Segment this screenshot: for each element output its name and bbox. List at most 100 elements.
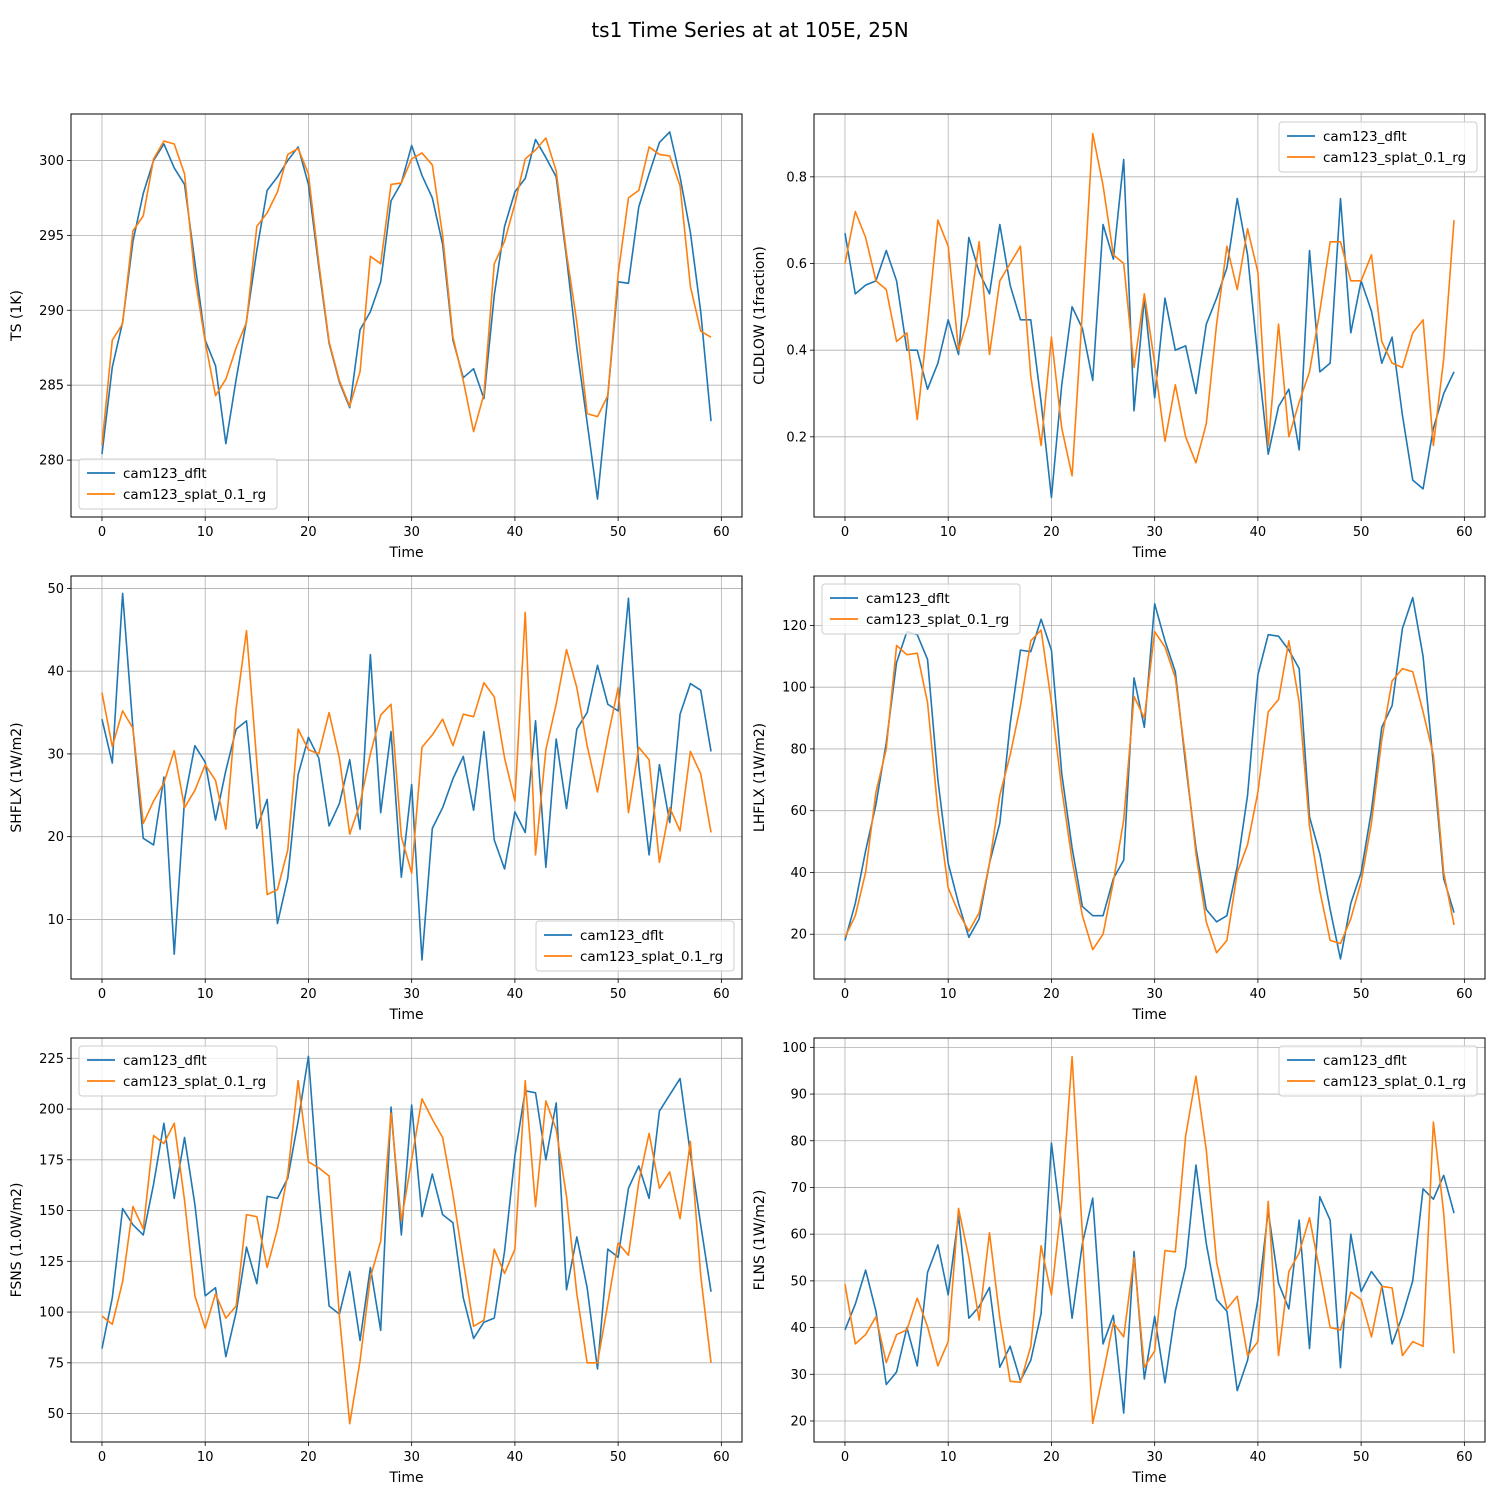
x-tick-label: 10 <box>197 987 214 1002</box>
x-axis-label: Time <box>388 545 423 561</box>
y-tick-label: 50 <box>47 1407 64 1422</box>
x-tick-label: 20 <box>1043 525 1060 540</box>
x-tick-label: 50 <box>1353 525 1370 540</box>
x-tick-label: 40 <box>1250 987 1267 1002</box>
x-tick-label: 10 <box>197 1450 214 1465</box>
x-tick-label: 30 <box>1146 987 1163 1002</box>
legend: cam123_dflt cam123_splat_0.1_rg <box>1278 1045 1478 1097</box>
x-tick-label: 10 <box>197 525 214 540</box>
x-tick-label: 60 <box>1456 1450 1473 1465</box>
legend-box <box>78 1045 278 1097</box>
series-line-cam123-splat <box>844 1055 1455 1425</box>
axes-frame <box>70 575 743 980</box>
x-tick-label: 20 <box>1043 1450 1060 1465</box>
x-tick-label: 10 <box>940 525 957 540</box>
axes-frame <box>813 575 1486 980</box>
legend: cam123_dflt cam123_splat_0.1_rg <box>535 920 735 972</box>
y-tick-label: 75 <box>47 1356 64 1371</box>
x-tick-label: 20 <box>1043 987 1060 1002</box>
y-tick-label: 30 <box>790 1368 807 1383</box>
y-tick-label: 125 <box>39 1255 64 1270</box>
y-tick-label: 50 <box>790 1274 807 1289</box>
y-tick-label: 225 <box>39 1052 64 1067</box>
y-axis-label: SHFLX (1W/m2) <box>9 722 25 832</box>
x-tick-label: 0 <box>841 987 849 1002</box>
x-axis-label: Time <box>388 1007 423 1023</box>
subplot-1: 0 10 20 30 40 50 60 280 285 290 295 300 Time TS (1K) c… <box>9 113 743 561</box>
x-tick-label: 50 <box>1353 987 1370 1002</box>
figure-title: ts1 Time Series at at 105E, 25N <box>591 18 908 42</box>
x-tick-label: 50 <box>610 1450 627 1465</box>
y-tick-label: 40 <box>790 1321 807 1336</box>
y-tick-label: 295 <box>39 229 64 244</box>
y-tick-label: 100 <box>782 681 807 696</box>
x-tick-label: 60 <box>1456 525 1473 540</box>
y-tick-label: 70 <box>790 1181 807 1196</box>
y-axis-label: CLDLOW (1fraction) <box>752 246 768 385</box>
y-tick-label: 200 <box>39 1103 64 1118</box>
y-tick-label: 30 <box>47 747 64 762</box>
legend-entry: cam123_splat_0.1_rg <box>866 612 1009 628</box>
x-tick-label: 30 <box>1146 525 1163 540</box>
y-tick-label: 80 <box>790 742 807 757</box>
x-tick-label: 20 <box>300 1450 317 1465</box>
y-tick-label: 0.8 <box>786 170 807 185</box>
axes-frame <box>70 113 743 518</box>
axes-frame <box>813 113 1486 518</box>
y-axis-label: TS (1K) <box>9 290 25 342</box>
legend: cam123_dflt cam123_splat_0.1_rg <box>1278 121 1478 173</box>
y-tick-label: 175 <box>39 1153 64 1168</box>
series-line-cam123-splat <box>844 132 1455 477</box>
y-axis-label: FSNS (1.0W/m2) <box>9 1183 25 1298</box>
legend-entry: cam123_splat_0.1_rg <box>123 1074 266 1090</box>
y-tick-label: 90 <box>790 1088 807 1103</box>
axes-frame <box>70 1037 743 1443</box>
subplot-6: 0 10 20 30 40 50 60 20 30 40 50 60 70 80 90 100 Time FLNS… <box>752 1037 1486 1486</box>
y-axis-label: LHFLX (1W/m2) <box>752 723 768 832</box>
x-tick-label: 40 <box>1250 525 1267 540</box>
x-tick-label: 30 <box>1146 1450 1163 1465</box>
x-tick-label: 60 <box>713 987 730 1002</box>
y-tick-label: 20 <box>790 1414 807 1429</box>
x-tick-label: 50 <box>610 987 627 1002</box>
legend-entry: cam123_dflt <box>123 1053 207 1069</box>
series-line-cam123-dflt <box>101 592 712 961</box>
legend-entry: cam123_splat_0.1_rg <box>123 487 266 503</box>
series-line-cam123-splat <box>101 611 712 896</box>
legend-entry: cam123_dflt <box>866 591 950 607</box>
legend-box <box>1278 1045 1478 1097</box>
axes-frame <box>813 1037 1486 1443</box>
y-tick-label: 0.2 <box>786 430 807 445</box>
y-tick-label: 0.4 <box>786 344 807 359</box>
legend-entry: cam123_splat_0.1_rg <box>1323 150 1466 166</box>
x-tick-label: 40 <box>507 1450 524 1465</box>
legend-entry: cam123_dflt <box>123 466 207 482</box>
legend-entry: cam123_splat_0.1_rg <box>580 949 723 965</box>
x-tick-label: 40 <box>507 987 524 1002</box>
y-tick-label: 100 <box>782 1041 807 1056</box>
subplot-4: 0 10 20 30 40 50 60 20 40 60 80 100 120 Time LHFLX (1W… <box>752 575 1486 1023</box>
legend: cam123_dflt cam123_splat_0.1_rg <box>78 458 278 510</box>
series-line-cam123-splat <box>101 1079 712 1425</box>
legend-box <box>821 583 1021 635</box>
series-line-cam123-dflt <box>101 1055 712 1370</box>
y-tick-label: 50 <box>47 582 64 597</box>
y-tick-label: 0.6 <box>786 257 807 272</box>
subplot-2: 0 10 20 30 40 50 60 0.2 0.4 0.6 0.8 Time CLDLOW (1fr… <box>752 113 1486 561</box>
subplot-3: 0 10 20 30 40 50 60 10 20 30 40 50 Time SHFLX (1W/m2)… <box>9 575 743 1023</box>
x-tick-label: 30 <box>403 987 420 1002</box>
legend-entry: cam123_dflt <box>1323 129 1407 145</box>
y-tick-label: 80 <box>790 1134 807 1149</box>
legend-entry: cam123_dflt <box>1323 1053 1407 1069</box>
x-tick-label: 0 <box>98 1450 106 1465</box>
y-tick-label: 150 <box>39 1204 64 1219</box>
y-tick-label: 40 <box>47 665 64 680</box>
y-tick-label: 100 <box>39 1306 64 1321</box>
x-tick-label: 0 <box>841 525 849 540</box>
y-tick-label: 40 <box>790 866 807 881</box>
subplot-5: 0 10 20 30 40 50 60 50 75 100 125 150 175 200 225 Time F… <box>9 1037 743 1486</box>
y-tick-label: 290 <box>39 304 64 319</box>
